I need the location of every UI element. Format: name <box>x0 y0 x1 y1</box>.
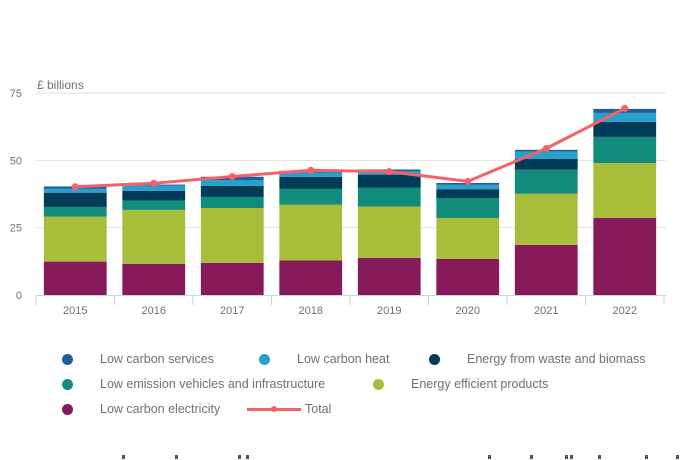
legend-line-icon <box>247 405 301 412</box>
bar-segment-energy-efficient-products <box>436 217 500 259</box>
legend-label: Low carbon electricity <box>100 402 221 416</box>
total-line <box>71 104 629 191</box>
legend-swatch-icon <box>259 353 270 365</box>
bar-segment-low-carbon-electricity <box>357 257 421 295</box>
bar-segment-energy-from-waste-and-biomass <box>436 189 500 199</box>
legend-item-total[interactable]: Total <box>247 400 331 418</box>
total-point <box>621 104 629 112</box>
bar-segment-low-emission-vehicles-and-infrastructure <box>357 187 421 207</box>
total-point <box>307 166 315 174</box>
x-tick-label: 2017 <box>220 305 244 317</box>
legend-label: Low carbon heat <box>297 352 390 366</box>
y-axis: 0 25 50 75 <box>10 88 22 302</box>
bar-stack-2017 <box>200 176 264 295</box>
bar-segment-energy-efficient-products <box>279 204 343 261</box>
bar-segment-low-carbon-heat <box>200 179 264 186</box>
bar-segment-low-carbon-heat <box>593 112 657 122</box>
bar-segment-low-carbon-heat <box>122 185 186 191</box>
bar-segment-low-emission-vehicles-and-infrastructure <box>279 188 343 205</box>
bar-segment-low-carbon-heat <box>436 184 500 190</box>
bar-segment-energy-from-waste-and-biomass <box>200 185 264 197</box>
bar-stack-2020 <box>436 182 500 295</box>
bar-stack-2022 <box>593 108 657 295</box>
bar-segment-low-carbon-electricity <box>436 258 500 295</box>
x-tick-label: 2015 <box>63 305 87 317</box>
legend-item-low-carbon-electricity[interactable]: Low carbon electricity <box>62 400 220 418</box>
legend-item-energy-efficient-products[interactable]: Energy efficient products <box>373 375 548 393</box>
bar-segment-energy-from-waste-and-biomass <box>43 192 107 207</box>
bar-segment-energy-efficient-products <box>43 216 107 262</box>
bar-stack-2021 <box>514 149 578 295</box>
x-tick-label: 2021 <box>534 305 558 317</box>
y-tick-label: 25 <box>10 223 22 235</box>
total-point <box>150 179 158 187</box>
bar-segment-low-carbon-heat <box>279 172 343 177</box>
legend-item-energy-from-waste[interactable]: Energy from waste and biomass <box>429 350 646 368</box>
bar-segment-energy-efficient-products <box>593 163 657 218</box>
bar-segment-energy-from-waste-and-biomass <box>514 158 578 170</box>
legend-item-low-carbon-services[interactable]: Low carbon services <box>62 350 214 368</box>
legend-label: Energy from waste and biomass <box>467 352 646 366</box>
total-point <box>71 183 79 191</box>
bar-segment-energy-efficient-products <box>122 209 186 264</box>
bar-segment-energy-efficient-products <box>200 208 264 263</box>
total-point <box>385 168 393 176</box>
bar-stack-2019 <box>357 169 421 295</box>
x-tick-label: 2019 <box>377 305 401 317</box>
bar-segment-low-carbon-electricity <box>122 263 186 295</box>
total-line-path <box>75 107 626 189</box>
clipped-caption-text <box>0 452 700 460</box>
total-point <box>464 177 472 185</box>
x-tick-label: 2022 <box>613 305 637 317</box>
bar-stack-2018 <box>279 170 343 295</box>
legend-swatch-icon <box>62 378 73 390</box>
bar-segment-low-emission-vehicles-and-infrastructure <box>593 136 657 164</box>
legend-label: Energy efficient products <box>411 377 549 391</box>
total-point <box>228 172 236 180</box>
legend-label: Low carbon services <box>100 352 214 366</box>
legend-label: Total <box>305 402 332 416</box>
bar-segment-low-carbon-heat <box>43 188 107 193</box>
y-tick-label: 0 <box>16 290 22 302</box>
x-axis: 2015 2016 2017 2018 2019 2020 2021 2022 <box>35 295 666 317</box>
legend-item-low-emission-vehicles[interactable]: Low emission vehicles and infrastructure <box>62 375 325 393</box>
bar-segment-low-carbon-electricity <box>593 217 657 295</box>
total-point <box>542 144 550 152</box>
legend-swatch-icon <box>62 353 73 365</box>
bar-segment-low-carbon-heat <box>514 151 578 159</box>
bar-stack-2015 <box>43 186 107 295</box>
bar-stack-2016 <box>122 184 186 295</box>
bar-segment-energy-from-waste-and-biomass <box>593 121 657 137</box>
x-tick-label: 2016 <box>142 305 166 317</box>
bar-segment-low-emission-vehicles-and-infrastructure <box>43 206 107 217</box>
legend-label: Low emission vehicles and infrastructure <box>100 377 326 391</box>
bar-segment-energy-from-waste-and-biomass <box>357 174 421 188</box>
bar-segment-low-carbon-electricity <box>514 244 578 295</box>
bar-segment-energy-from-waste-and-biomass <box>279 176 343 189</box>
bar-segment-low-carbon-electricity <box>200 262 264 295</box>
legend-swatch-icon <box>62 403 73 415</box>
bar-segment-energy-efficient-products <box>357 206 421 258</box>
legend-item-low-carbon-heat[interactable]: Low carbon heat <box>259 350 389 368</box>
y-axis-unit-label: £ billions <box>37 78 84 92</box>
bar-segment-low-emission-vehicles-and-infrastructure <box>122 200 186 210</box>
bar-segment-low-emission-vehicles-and-infrastructure <box>436 198 500 218</box>
y-tick-label: 75 <box>10 88 22 100</box>
y-tick-label: 50 <box>10 155 22 167</box>
bars <box>43 108 657 295</box>
bar-segment-low-carbon-electricity <box>279 260 343 295</box>
bar-segment-energy-from-waste-and-biomass <box>122 190 186 201</box>
x-tick-label: 2020 <box>456 305 480 317</box>
bar-segment-low-emission-vehicles-and-infrastructure <box>514 169 578 194</box>
bar-segment-low-emission-vehicles-and-infrastructure <box>200 196 264 209</box>
legend-swatch-icon <box>373 378 384 390</box>
legend-swatch-icon <box>429 353 440 365</box>
bar-segment-energy-efficient-products <box>514 193 578 245</box>
bar-segment-low-carbon-electricity <box>43 261 107 295</box>
x-tick-label: 2018 <box>299 305 323 317</box>
